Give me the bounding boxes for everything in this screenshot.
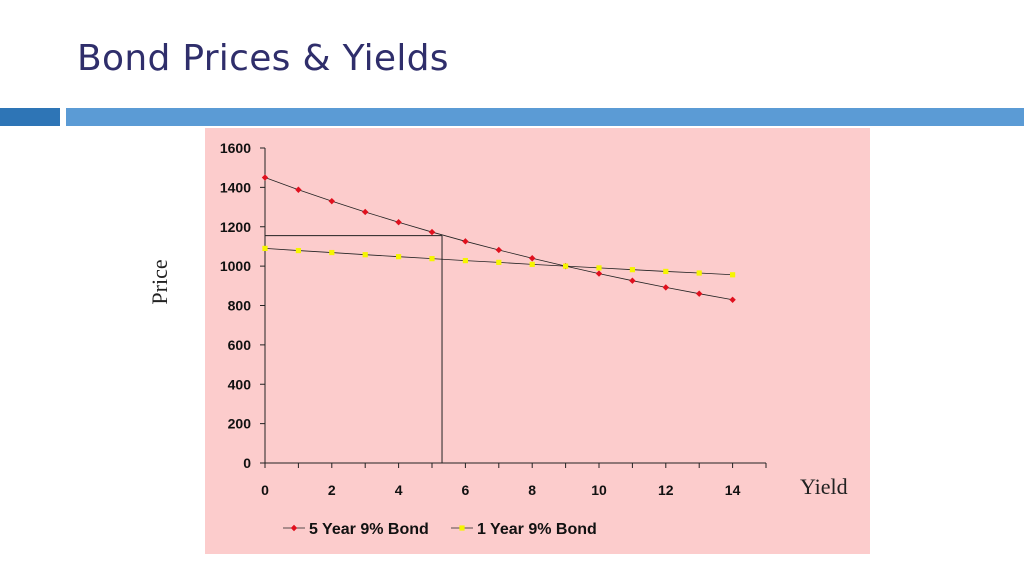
series-1-point	[362, 208, 369, 216]
x-tick-label: 4	[395, 482, 403, 498]
series-1-point	[428, 228, 436, 236]
slide-title: Bond Prices & Yields	[77, 38, 449, 79]
legend-marker-2	[459, 525, 465, 531]
x-tick-label: 12	[658, 482, 674, 498]
legend-label-1: 5 Year 9% Bond	[309, 521, 429, 538]
series-1-point	[462, 238, 469, 245]
series-1-point	[261, 174, 269, 181]
accent-bar-light	[66, 108, 1024, 126]
series-1-point	[295, 186, 302, 193]
series-2-point	[596, 265, 602, 271]
plot-background	[205, 128, 870, 554]
x-axis-label: Yield	[800, 474, 848, 499]
series-1-point	[729, 296, 736, 303]
legend-label-2: 1 Year 9% Bond	[477, 521, 597, 538]
series-1-point	[328, 197, 335, 205]
x-tick-label: 0	[261, 482, 269, 498]
series-1-point	[495, 246, 502, 254]
axes: 0 200 400 600 800 1000 1200 1400 1600 0 2 4 6 8 10 12 14	[220, 140, 767, 498]
legend-marker-1	[290, 524, 298, 532]
y-tick-label: 400	[228, 376, 252, 392]
y-tick-label: 1600	[220, 140, 251, 156]
series-2-point	[329, 249, 335, 256]
series-1-point	[662, 284, 669, 291]
series-2-point	[730, 272, 736, 278]
series-1-point	[595, 270, 603, 277]
series-2-point	[496, 259, 502, 265]
y-tick-label: 0	[243, 455, 251, 471]
series-2-point	[262, 245, 268, 252]
accent-bar-dark	[0, 108, 60, 126]
x-tick-label: 6	[462, 482, 470, 498]
y-tick-label: 1200	[220, 219, 251, 235]
reference-lines	[265, 235, 443, 463]
y-tick-label: 200	[228, 416, 252, 432]
series-1-point	[696, 290, 703, 297]
legend: 5 Year 9% Bond 1 Year 9% Bond	[283, 521, 597, 538]
series-2-point	[396, 254, 402, 260]
x-tick-label: 2	[328, 482, 336, 498]
y-axis-label: Price	[147, 259, 172, 305]
series-2-point	[663, 268, 669, 275]
series-2-point	[462, 258, 468, 264]
x-tick-label: 14	[725, 482, 741, 498]
x-tick-label: 8	[528, 482, 536, 498]
series-2-point	[629, 267, 635, 273]
y-tick-label: 800	[228, 298, 252, 314]
series-2-point	[696, 270, 702, 276]
series-1-point	[395, 219, 402, 226]
x-tick-label: 10	[591, 482, 607, 498]
series-1-point	[629, 277, 636, 284]
series-1-point	[529, 255, 536, 262]
series-2-point	[362, 252, 368, 258]
series-group	[261, 174, 736, 303]
y-tick-label: 600	[228, 337, 252, 353]
y-tick-label: 1000	[220, 258, 251, 274]
series-2-point	[529, 261, 535, 267]
series-2-point	[563, 263, 569, 269]
series-2-point	[295, 247, 301, 254]
y-tick-label: 1400	[220, 179, 251, 195]
series-2-point	[429, 256, 435, 262]
